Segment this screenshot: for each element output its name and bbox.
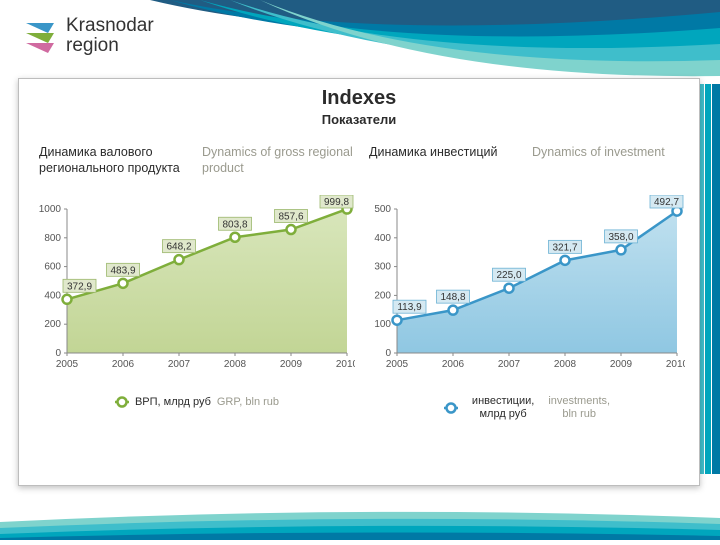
svg-text:100: 100 <box>374 319 391 330</box>
svg-text:300: 300 <box>374 262 391 273</box>
chart-grp: Динамика валового регионального продукта… <box>39 145 355 421</box>
svg-text:2009: 2009 <box>280 359 303 370</box>
svg-text:200: 200 <box>44 319 61 330</box>
svg-text:999,8: 999,8 <box>324 197 349 208</box>
svg-text:2006: 2006 <box>442 359 465 370</box>
chart-inv-legend: инвестиции, млрд руб investments, bln ru… <box>369 395 685 421</box>
chart-inv-legend-en: investments, bln rub <box>548 395 610 421</box>
legend-marker-icon <box>115 395 129 409</box>
svg-text:400: 400 <box>44 290 61 301</box>
chart-grp-legend-en: GRP, bln rub <box>217 396 279 408</box>
svg-text:321,7: 321,7 <box>552 242 577 253</box>
svg-text:2005: 2005 <box>56 359 79 370</box>
brand-line-1: Krasnodar <box>66 16 154 36</box>
svg-text:2007: 2007 <box>168 359 191 370</box>
bottom-stripes <box>0 504 720 540</box>
chart-inv-title-ru: Динамика инвестиций <box>369 145 522 183</box>
page-title: Indexes <box>19 87 699 110</box>
brand-line-2: region <box>66 36 154 56</box>
chart-inv-legend-ru: инвестиции, млрд руб <box>472 395 534 421</box>
chart-inv-title-en: Dynamics of investment <box>532 145 685 183</box>
svg-text:500: 500 <box>374 204 391 215</box>
svg-text:803,8: 803,8 <box>222 219 247 230</box>
svg-text:0: 0 <box>385 348 391 359</box>
svg-text:857,6: 857,6 <box>278 212 303 223</box>
svg-text:2005: 2005 <box>386 359 409 370</box>
svg-text:2008: 2008 <box>224 359 247 370</box>
svg-text:492,7: 492,7 <box>654 197 679 208</box>
svg-text:372,9: 372,9 <box>67 281 92 292</box>
svg-text:2010: 2010 <box>336 359 355 370</box>
page-subtitle: Показатели <box>19 112 699 127</box>
chart-grp-title-en: Dynamics of gross regional product <box>202 145 355 183</box>
svg-text:600: 600 <box>44 262 61 273</box>
svg-text:648,2: 648,2 <box>166 242 191 253</box>
svg-text:2007: 2007 <box>498 359 521 370</box>
svg-text:2009: 2009 <box>610 359 633 370</box>
chart-investments: Динамика инвестиций Dynamics of investme… <box>369 145 685 421</box>
brand-mark-icon <box>24 19 56 53</box>
svg-text:1000: 1000 <box>39 204 61 215</box>
right-stripes <box>698 84 720 474</box>
svg-text:0: 0 <box>55 348 61 359</box>
brand-text: Krasnodar region <box>66 16 154 56</box>
chart-inv-plot: 0100200300400500200520062007200820092010… <box>385 195 685 365</box>
svg-text:483,9: 483,9 <box>110 265 135 276</box>
svg-text:113,9: 113,9 <box>397 302 422 313</box>
chart-grp-legend: ВРП, млрд руб GRP, bln rub <box>39 395 355 409</box>
chart-grp-title-ru: Динамика валового регионального продукта <box>39 145 192 183</box>
chart-grp-plot: 0200400600800100020052006200720082009201… <box>55 195 355 365</box>
svg-text:400: 400 <box>374 233 391 244</box>
charts-row: Динамика валового регионального продукта… <box>19 127 699 421</box>
svg-text:148,8: 148,8 <box>440 292 465 303</box>
svg-text:200: 200 <box>374 290 391 301</box>
svg-text:225,0: 225,0 <box>496 270 521 281</box>
content-card: Indexes Показатели Динамика валового рег… <box>18 78 700 486</box>
brand-logo: Krasnodar region <box>24 16 154 56</box>
chart-grp-legend-ru: ВРП, млрд руб <box>135 396 211 408</box>
svg-text:2006: 2006 <box>112 359 135 370</box>
legend-marker-icon <box>444 401 458 415</box>
svg-text:800: 800 <box>44 233 61 244</box>
svg-text:2008: 2008 <box>554 359 577 370</box>
svg-text:2010: 2010 <box>666 359 685 370</box>
svg-text:358,0: 358,0 <box>608 232 633 243</box>
